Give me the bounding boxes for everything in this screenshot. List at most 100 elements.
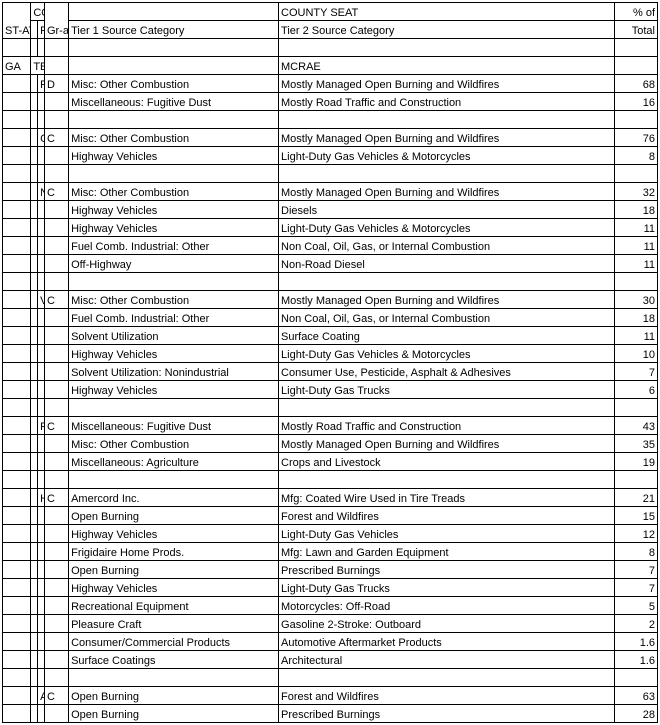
table-row: PM10CMiscellaneous: Fugitive DustMostly … — [3, 417, 658, 435]
table-row: Solvent UtilizationSurface Coating11 — [3, 327, 658, 345]
cell-tier2: Mostly Managed Open Burning and Wildfire… — [279, 183, 615, 201]
cell-grade: C — [44, 291, 68, 309]
cell-county-pad — [31, 543, 38, 561]
cell-grade — [44, 93, 68, 111]
cell-state — [3, 381, 31, 399]
cell-pct: 18 — [614, 201, 657, 219]
cell-county-pad — [31, 381, 38, 399]
table-row — [3, 669, 658, 687]
cell-state — [3, 327, 31, 345]
table-row: Open BurningForest and Wildfires15 — [3, 507, 658, 525]
cell-tier2: Light-Duty Gas Trucks — [279, 381, 615, 399]
cell-tier1: Amercord Inc. — [69, 489, 279, 507]
cell-state — [3, 75, 31, 93]
table-row: Miscellaneous: AgricultureCrops and Live… — [3, 453, 658, 471]
table-row: Misc: Other CombustionMostly Managed Ope… — [3, 435, 658, 453]
cell-tier1: Solvent Utilization: Nonindustrial — [69, 363, 279, 381]
cell-state — [3, 291, 31, 309]
cell-grade: C — [44, 183, 68, 201]
cell-state — [3, 507, 31, 525]
table-row — [3, 399, 658, 417]
cell-tier2 — [279, 111, 615, 129]
cell-tier1 — [69, 165, 279, 183]
table-row — [3, 39, 658, 57]
cell-pct: 15 — [614, 507, 657, 525]
cell-tier2: Light-Duty Gas Vehicles & Motorcycles — [279, 147, 615, 165]
cell-tier1: Highway Vehicles — [69, 147, 279, 165]
cell-tier1: Fuel Comb. Industrial: Other — [69, 309, 279, 327]
cell-county-pad — [31, 633, 38, 651]
cell-pct: 7 — [614, 561, 657, 579]
cell-pollutant — [38, 615, 45, 633]
hdr-countyseat: COUNTY SEAT — [279, 3, 615, 21]
cell-county-pad — [31, 363, 38, 381]
table-row: Highway VehiclesLight-Duty Gas Vehicles1… — [3, 525, 658, 543]
cell-tier1: Open Burning — [69, 561, 279, 579]
hdr-pollutant: Pollutant — [38, 21, 45, 39]
cell-pct: 5 — [614, 597, 657, 615]
cell-county-pad — [31, 471, 38, 489]
cell-state — [3, 633, 31, 651]
cell-grade — [44, 615, 68, 633]
table-row: GATELFAIRMCRAE — [3, 57, 658, 75]
cell-pct: 32 — [614, 183, 657, 201]
cell-tier2: Mfg: Lawn and Garden Equipment — [279, 543, 615, 561]
cell-state — [3, 147, 31, 165]
cell-grade — [44, 633, 68, 651]
hdr-total: Total — [614, 21, 657, 39]
cell-pollutant — [38, 327, 45, 345]
hdr-grade: Gr-ade — [44, 3, 68, 39]
cell-pollutant — [38, 435, 45, 453]
cell-pct: 21 — [614, 489, 657, 507]
cell-grade — [44, 309, 68, 327]
cell-grade — [44, 381, 68, 399]
cell-pollutant — [38, 147, 45, 165]
cell-pollutant: PM2.5 — [38, 75, 45, 93]
cell-pollutant — [38, 399, 45, 417]
hdr-tier2: Tier 2 Source Category — [279, 21, 615, 39]
cell-pollutant — [38, 597, 45, 615]
cell-state — [3, 237, 31, 255]
cell-tier2: Non Coal, Oil, Gas, or Internal Combusti… — [279, 309, 615, 327]
cell-state — [3, 669, 31, 687]
cell-pct: 11 — [614, 219, 657, 237]
cell-state — [3, 93, 31, 111]
cell-state — [3, 705, 31, 723]
cell-tier2: Light-Duty Gas Vehicles & Motorcycles — [279, 345, 615, 363]
cell-pct: 63 — [614, 687, 657, 705]
cell-pollutant — [38, 273, 45, 291]
cell-pollutant — [38, 633, 45, 651]
cell-tier2: Gasoline 2-Stroke: Outboard — [279, 615, 615, 633]
cell-state — [3, 453, 31, 471]
cell-pollutant — [38, 111, 45, 129]
cell-tier2: Light-Duty Gas Vehicles — [279, 525, 615, 543]
cell-pct: 11 — [614, 327, 657, 345]
cell-pollutant: NOx — [38, 183, 45, 201]
cell-state — [3, 687, 31, 705]
cell-pct: 7 — [614, 579, 657, 597]
cell-county-pad — [31, 597, 38, 615]
cell-pollutant — [38, 345, 45, 363]
cell-pollutant — [38, 39, 45, 57]
cell-pct — [614, 111, 657, 129]
cell-county-pad — [31, 507, 38, 525]
table-row: Fuel Comb. Industrial: OtherNon Coal, Oi… — [3, 309, 658, 327]
cell-county-pad — [31, 525, 38, 543]
cell-pollutant — [38, 507, 45, 525]
cell-pct: 16 — [614, 93, 657, 111]
cell-county-pad — [31, 309, 38, 327]
cell-pct: 76 — [614, 129, 657, 147]
cell-tier2: Motorcycles: Off-Road — [279, 597, 615, 615]
cell-county-pad — [31, 237, 38, 255]
cell-county-pad — [31, 579, 38, 597]
cell-pollutant — [38, 381, 45, 399]
cell-pct: 43 — [614, 417, 657, 435]
table-row: HAPCAmercord Inc.Mfg: Coated Wire Used i… — [3, 489, 658, 507]
emissions-table: ST-ATE COUNTY Gr-ade COUNTY SEAT % of Po… — [2, 2, 658, 723]
cell-tier2: Mostly Managed Open Burning and Wildfire… — [279, 75, 615, 93]
table-row: Highway VehiclesLight-Duty Gas Vehicles … — [3, 219, 658, 237]
cell-county-pad — [31, 93, 38, 111]
cell-state — [3, 615, 31, 633]
cell-grade — [44, 435, 68, 453]
cell-pct — [614, 39, 657, 57]
